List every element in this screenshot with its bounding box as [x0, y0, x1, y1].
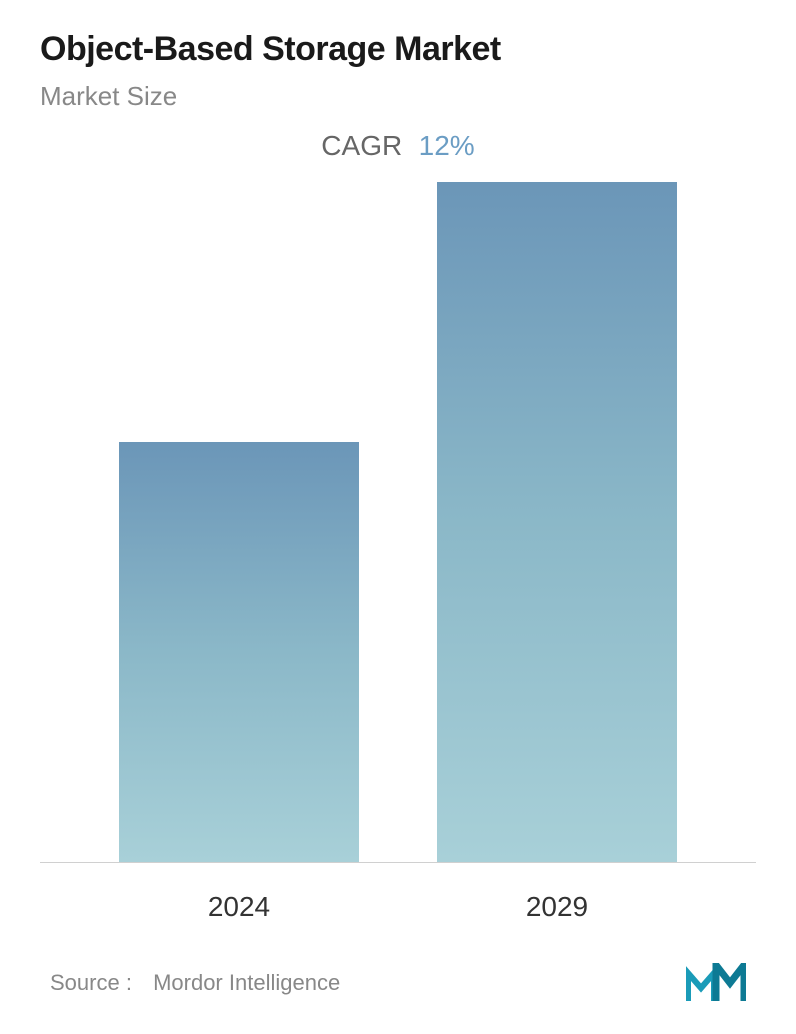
category-labels-row: 2024 2029	[40, 873, 756, 923]
cagr-row: CAGR 12%	[40, 130, 756, 162]
source-name-value: Mordor Intelligence	[153, 970, 340, 995]
source-name	[136, 970, 148, 995]
bar-group-1	[437, 182, 677, 862]
chart-subtitle: Market Size	[40, 81, 756, 112]
footer: Source : Mordor Intelligence	[40, 963, 756, 1013]
source-label: Source :	[50, 970, 132, 995]
cagr-label: CAGR	[321, 130, 402, 162]
chart-title: Object-Based Storage Market	[40, 30, 756, 69]
bar-group-0	[119, 442, 359, 862]
mordor-logo-icon	[686, 963, 746, 1003]
source-text: Source : Mordor Intelligence	[50, 970, 340, 996]
bar-1	[437, 182, 677, 862]
chart-area	[40, 182, 756, 863]
category-label-1: 2029	[437, 891, 677, 923]
chart-container: Object-Based Storage Market Market Size …	[0, 0, 796, 1034]
cagr-value: 12%	[419, 130, 475, 162]
bar-0	[119, 442, 359, 862]
category-label-0: 2024	[119, 891, 359, 923]
